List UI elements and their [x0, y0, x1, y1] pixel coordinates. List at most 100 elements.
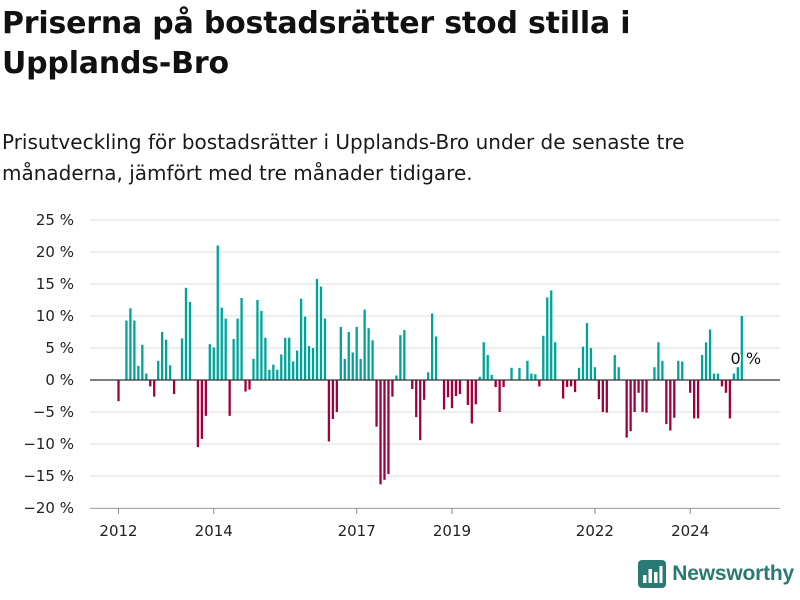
- y-tick-label: −5 %: [33, 403, 74, 421]
- bar: [157, 360, 160, 380]
- bar: [161, 332, 164, 380]
- bar: [391, 380, 394, 397]
- bar: [530, 373, 533, 380]
- bar-chart-logo-icon: [638, 560, 667, 588]
- bar: [427, 372, 430, 380]
- bar: [168, 365, 172, 380]
- bar: [605, 380, 608, 413]
- bar: [375, 380, 378, 427]
- bar: [597, 380, 601, 400]
- x-tick-label: 2017: [338, 522, 376, 540]
- bar: [367, 328, 370, 380]
- bar: [708, 329, 712, 380]
- bar: [208, 344, 211, 380]
- y-tick-label: −10 %: [23, 435, 74, 453]
- bar: [276, 369, 279, 380]
- bar: [200, 380, 204, 439]
- bar: [581, 346, 585, 380]
- bar: [724, 380, 728, 393]
- bar: [125, 320, 128, 380]
- bar: [474, 380, 477, 405]
- bar: [486, 355, 489, 380]
- bar: [272, 364, 275, 380]
- bar: [696, 380, 700, 419]
- bar: [669, 380, 672, 431]
- bar: [446, 380, 450, 398]
- bar: [288, 337, 291, 380]
- bar: [327, 380, 331, 442]
- bar: [256, 300, 259, 380]
- bar: [629, 380, 632, 432]
- x-tick-label: 2019: [433, 522, 471, 540]
- bar: [137, 365, 140, 380]
- bar: [379, 380, 382, 485]
- bar: [153, 380, 156, 397]
- bar: [188, 301, 192, 380]
- bar: [319, 286, 323, 380]
- y-tick-label: 20 %: [36, 243, 74, 261]
- bar: [248, 380, 251, 390]
- bar: [681, 361, 684, 380]
- bar: [740, 316, 743, 380]
- bar: [720, 380, 724, 387]
- bar: [542, 335, 545, 380]
- bar: [216, 245, 219, 380]
- bar: [399, 335, 402, 380]
- bar: [371, 340, 374, 380]
- bar: [728, 380, 732, 419]
- bar: [383, 380, 386, 480]
- bar: [538, 380, 541, 387]
- bar: [700, 355, 704, 380]
- bar: [569, 380, 573, 387]
- bar: [280, 354, 283, 380]
- bar: [244, 380, 247, 392]
- brand-name: Newsworthy: [672, 562, 794, 585]
- bar: [494, 380, 497, 388]
- y-tick-label: 10 %: [36, 307, 74, 325]
- bar: [450, 380, 454, 409]
- bar: [395, 375, 398, 380]
- bar: [653, 367, 656, 380]
- page-subtitle: Prisutveckling för bostadsrätter i Uppla…: [2, 130, 685, 185]
- bar: [613, 355, 616, 380]
- bar: [359, 358, 362, 380]
- bar: [589, 348, 593, 380]
- bar: [534, 374, 537, 380]
- bar: [554, 342, 557, 380]
- bar: [284, 337, 287, 380]
- bar: [196, 380, 200, 448]
- bar: [593, 367, 597, 380]
- bar: [299, 298, 303, 380]
- brand: Newsworthy: [638, 560, 794, 588]
- bar: [323, 318, 327, 380]
- bar: [677, 360, 680, 380]
- x-tick-label: 2022: [576, 522, 614, 540]
- bar: [526, 360, 529, 380]
- bar: [633, 380, 636, 412]
- bar: [585, 323, 589, 380]
- bar: [546, 297, 549, 380]
- bar: [141, 344, 144, 380]
- y-tick-label: −15 %: [23, 467, 74, 485]
- y-tick-label: −20 %: [23, 499, 74, 517]
- bar: [423, 380, 426, 400]
- bar: [172, 380, 176, 395]
- bar: [442, 380, 446, 410]
- bar: [307, 346, 311, 380]
- bar: [673, 380, 676, 418]
- bar: [129, 308, 132, 380]
- bar: [260, 310, 263, 380]
- bar: [502, 380, 505, 388]
- y-tick-label: 15 %: [36, 275, 74, 293]
- y-tick-label: 25 %: [36, 211, 74, 229]
- bar: [292, 361, 295, 380]
- bar: [315, 278, 319, 380]
- bar: [625, 380, 628, 438]
- bar: [335, 380, 338, 412]
- bar: [228, 380, 231, 416]
- bar: [355, 326, 358, 380]
- bar: [184, 287, 188, 380]
- bar: [518, 367, 521, 380]
- bar: [434, 336, 438, 380]
